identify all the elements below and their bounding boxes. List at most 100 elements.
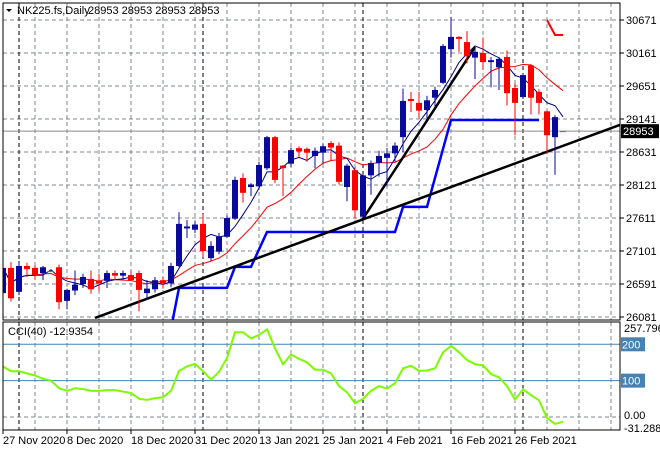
candle[interactable]: [544, 110, 550, 155]
candle[interactable]: [464, 31, 470, 64]
candle[interactable]: [112, 270, 118, 281]
candle[interactable]: [16, 260, 22, 296]
candle[interactable]: [416, 91, 422, 119]
candle-body: [336, 145, 342, 182]
candle[interactable]: [384, 148, 390, 187]
candle[interactable]: [72, 270, 78, 296]
candle[interactable]: [48, 270, 54, 273]
cci-panel[interactable]: [2, 327, 620, 425]
candle[interactable]: [200, 214, 206, 258]
candle-body: [56, 267, 62, 303]
candle-body: [328, 143, 334, 148]
candle[interactable]: [80, 273, 86, 288]
menu-triangle-icon[interactable]: [6, 9, 12, 12]
date-tick-label: 16 Feb 2021: [451, 435, 513, 447]
axes: 30671 30161 29651 29141 28631 28121 27611 27101…: [2, 15, 660, 447]
candle[interactable]: [0, 264, 6, 297]
candle[interactable]: [184, 220, 190, 239]
candle[interactable]: [280, 165, 286, 197]
candle-body: [440, 45, 446, 83]
candle-body: [208, 245, 214, 259]
candle-body: [192, 224, 198, 230]
candle[interactable]: [96, 273, 102, 292]
candle-body: [200, 223, 206, 252]
candle[interactable]: [56, 264, 62, 310]
candle[interactable]: [512, 82, 518, 136]
cci-tick-label: -31.2889: [624, 423, 660, 435]
candle[interactable]: [288, 147, 294, 167]
candle[interactable]: [160, 276, 166, 289]
candle[interactable]: [272, 135, 278, 184]
candle[interactable]: [256, 161, 262, 190]
candle[interactable]: [328, 141, 334, 161]
candle[interactable]: [448, 16, 454, 58]
trendline[interactable]: [94, 123, 620, 320]
candle[interactable]: [480, 37, 486, 70]
price-tick-label: 27611: [626, 213, 656, 225]
candle[interactable]: [152, 276, 158, 293]
candle[interactable]: [120, 270, 126, 281]
candle[interactable]: [488, 56, 494, 88]
candle[interactable]: [224, 215, 230, 239]
candle[interactable]: [240, 173, 246, 203]
candle[interactable]: [408, 91, 414, 112]
candle[interactable]: [248, 183, 254, 197]
candle[interactable]: [360, 174, 366, 218]
candle[interactable]: [136, 270, 142, 312]
candle[interactable]: [520, 73, 526, 100]
candle-body: [376, 155, 382, 164]
candle[interactable]: [344, 163, 350, 202]
trendline[interactable]: [361, 46, 477, 220]
candle[interactable]: [168, 262, 174, 288]
candle[interactable]: [8, 262, 14, 302]
candle-body: [456, 36, 462, 39]
candle[interactable]: [32, 265, 38, 280]
candle[interactable]: [352, 166, 358, 219]
candle-body: [360, 175, 366, 217]
candle[interactable]: [24, 262, 30, 277]
candle[interactable]: [304, 147, 310, 162]
candle[interactable]: [144, 280, 150, 300]
price-plot[interactable]: [0, 16, 620, 329]
candle[interactable]: [312, 147, 318, 169]
candle-body: [240, 177, 246, 193]
candle[interactable]: [296, 146, 302, 158]
candle[interactable]: [88, 270, 94, 294]
candle[interactable]: [392, 142, 398, 162]
candle[interactable]: [440, 44, 446, 85]
candle[interactable]: [336, 142, 342, 185]
candle-body: [168, 265, 174, 284]
candle[interactable]: [472, 48, 478, 79]
candle[interactable]: [496, 56, 502, 90]
candle[interactable]: [504, 50, 510, 106]
candle[interactable]: [456, 36, 462, 52]
candle[interactable]: [128, 270, 134, 281]
candle-body: [80, 276, 86, 285]
candle[interactable]: [424, 95, 430, 120]
cci-level-label: 200: [622, 339, 640, 351]
candle[interactable]: [264, 135, 270, 171]
candle[interactable]: [176, 212, 182, 268]
candle-body: [400, 100, 406, 138]
candle[interactable]: [192, 221, 198, 233]
candle[interactable]: [552, 115, 558, 175]
candle[interactable]: [368, 160, 374, 195]
candle[interactable]: [216, 232, 222, 255]
candle-body: [432, 89, 438, 98]
candle-body: [512, 88, 518, 103]
candle[interactable]: [432, 86, 438, 107]
candle[interactable]: [232, 176, 238, 221]
candle[interactable]: [560, 131, 566, 133]
candle[interactable]: [40, 265, 46, 281]
candle[interactable]: [400, 88, 406, 153]
candle[interactable]: [64, 288, 70, 310]
candle[interactable]: [320, 143, 326, 164]
candle[interactable]: [376, 150, 382, 177]
candle[interactable]: [208, 241, 214, 261]
candle[interactable]: [104, 270, 110, 288]
candle-body: [48, 271, 54, 273]
candle[interactable]: [528, 64, 534, 115]
candle[interactable]: [536, 89, 542, 115]
price-tick-label: 28631: [626, 147, 657, 159]
